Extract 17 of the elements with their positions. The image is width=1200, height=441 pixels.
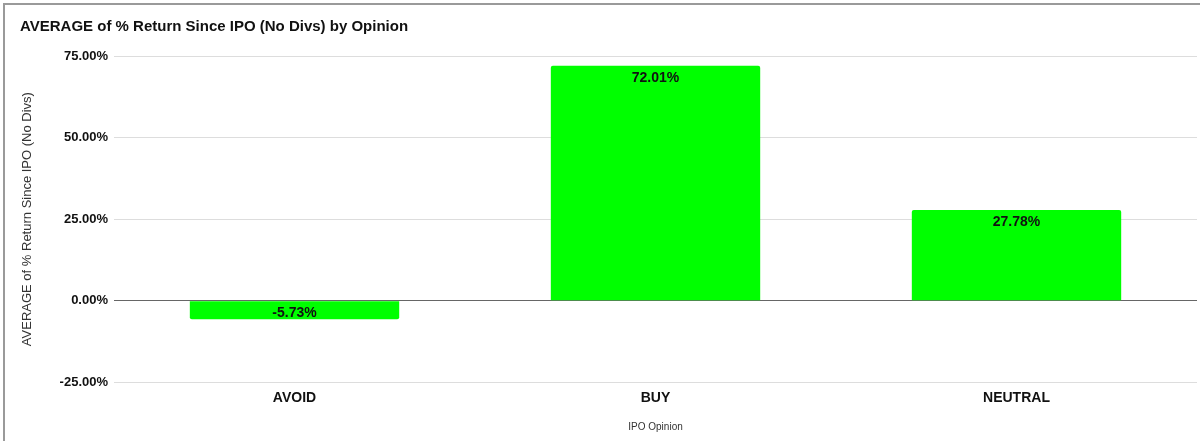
bar [911, 210, 1122, 301]
chart-title: AVERAGE of % Return Since IPO (No Divs) by Opinion [20, 17, 409, 35]
y-tick-label: 0.00% [71, 292, 109, 308]
bar [550, 65, 761, 301]
x-tick-label: NEUTRAL [983, 389, 1051, 406]
y-tick-label: 25.00% [63, 210, 109, 226]
x-axis-title: IPO Opinion [628, 420, 683, 432]
x-tick-label: BUY [640, 389, 671, 406]
y-tick-label: -25.00% [59, 373, 109, 389]
data-label: 72.01% [631, 68, 680, 85]
y-tick-label: 50.00% [63, 129, 109, 145]
data-label: -5.73% [272, 304, 318, 321]
data-label: 27.78% [992, 212, 1041, 229]
y-tick-label: 75.00% [63, 47, 109, 63]
x-tick-label: AVOID [272, 389, 317, 406]
y-axis-title: AVERAGE of % Return Since IPO (No Divs) [19, 92, 35, 347]
bar [189, 301, 400, 320]
